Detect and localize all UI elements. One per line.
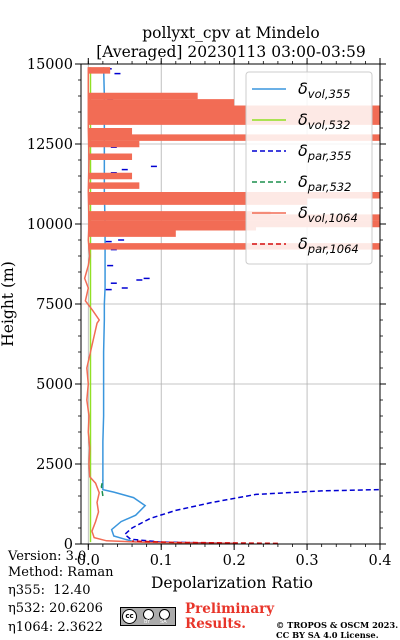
x-tick-label: 0.0	[77, 553, 100, 569]
y-tick-label: 7500	[36, 297, 73, 313]
method-text: Method: Raman	[8, 565, 114, 580]
legend-entry: δvol,1064	[298, 203, 358, 225]
sa-icon	[159, 609, 170, 620]
preliminary-line1: Preliminary	[185, 601, 275, 617]
y-tick-label: 12500	[27, 137, 73, 153]
y-axis-label: Height (m)	[0, 261, 17, 347]
x-tick-label: 0.2	[223, 553, 246, 569]
series-par-1064-line	[132, 540, 278, 544]
legend-entry: δvol,532	[298, 110, 350, 132]
legend-entry: δpar,355	[298, 141, 351, 163]
badge-sa-label: SA	[160, 619, 167, 625]
y-tick-label: 15000	[27, 57, 73, 73]
copyright-text: © TROPOS & OSCM 2023. CC BY SA 4.0 Licen…	[276, 620, 398, 640]
preliminary-results-text: Preliminary Results.	[185, 602, 274, 632]
copyright-line2: CC BY SA 4.0 License.	[276, 630, 379, 640]
version-text: Version: 3.0	[8, 549, 87, 564]
preliminary-line2: Results.	[185, 616, 246, 632]
legend-entry: δpar,1064	[298, 234, 359, 256]
badge-by-label: BY	[144, 619, 151, 625]
by-icon	[143, 609, 154, 620]
eta532-text: η532: 20.6206	[8, 601, 103, 616]
y-tick-label: 2500	[36, 457, 73, 473]
eta355-text: η355: 12.40	[8, 583, 91, 598]
chart-title: pollyxt_cpv at Mindelo	[142, 24, 320, 42]
cc-icon: cc	[122, 609, 137, 624]
legend: δvol,355 δvol,532 δpar,355 δpar,532 δvol,106…	[245, 71, 373, 265]
y-tick-label: 5000	[36, 377, 73, 393]
x-tick-label: 0.3	[296, 553, 319, 569]
series-par-532-line	[100, 479, 104, 497]
chart-subtitle: [Averaged] 20230113 03:00-03:59	[96, 43, 366, 61]
legend-entry: δvol,355	[298, 79, 350, 101]
legend-entry: δpar,532	[298, 172, 351, 194]
eta1064-text: η1064: 2.3622	[8, 620, 103, 635]
x-tick-label: 0.1	[150, 553, 173, 569]
x-tick-label: 0.4	[368, 553, 391, 569]
series-vol-1064-line	[83, 67, 235, 544]
x-axis-label: Depolarization Ratio	[151, 574, 313, 592]
axes-frame	[80, 63, 381, 545]
cc-by-sa-badge: cc BY SA	[120, 607, 176, 626]
y-tick-label: 10000	[27, 217, 73, 233]
series-par-355-line	[123, 488, 380, 544]
copyright-line1: © TROPOS & OSCM 2023.	[276, 620, 399, 630]
y-tick-label: 0	[64, 537, 73, 553]
axes: 0.0 0.1 0.2 0.3 0.4 0 2500 5000 7500 10000 12500 15…	[27, 57, 392, 569]
